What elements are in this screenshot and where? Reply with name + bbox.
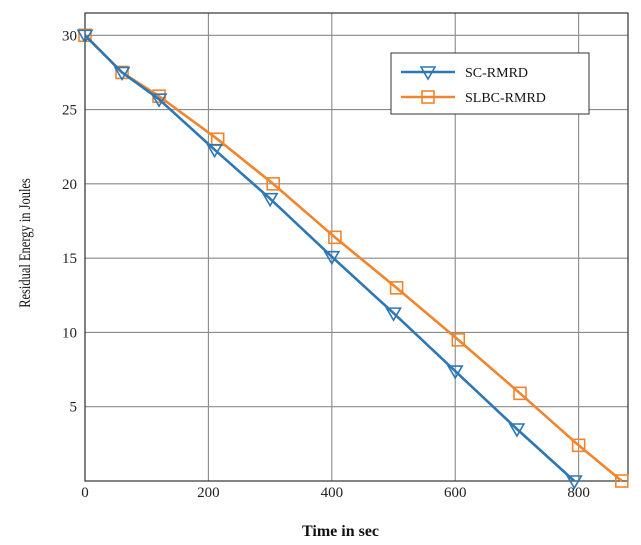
x-tick-label: 800 <box>567 485 590 501</box>
legend-label: SLBC-RMRD <box>465 91 546 106</box>
data-point <box>571 438 586 453</box>
y-tick-label: 15 <box>62 251 77 267</box>
data-point <box>451 333 466 347</box>
x-axis-label: Time in sec <box>302 523 379 540</box>
plot-frame <box>84 12 629 482</box>
series-line <box>84 34 623 483</box>
x-tick-label: 0 <box>81 485 89 501</box>
data-point <box>389 281 404 295</box>
legend-label: SC-RMRD <box>465 66 528 81</box>
data-point <box>328 230 342 245</box>
y-axis-label: Residual Energy in Joules <box>17 178 35 308</box>
series-sc-rmrd <box>76 29 583 490</box>
data-point <box>446 365 464 380</box>
y-tick-label: 10 <box>62 325 77 341</box>
y-tick-label: 25 <box>62 103 77 119</box>
data-point <box>385 307 402 322</box>
x-tick-label: 600 <box>444 485 467 501</box>
data-point <box>508 423 526 438</box>
y-tick-label: 30 <box>62 28 77 44</box>
data-point <box>323 250 341 266</box>
data-point <box>206 143 223 159</box>
tick-labels: 0 200 400 600 800 5 10 15 20 25 30 <box>62 28 590 501</box>
legend-marker <box>419 66 437 81</box>
legend-item: SLBC-RMRD <box>401 90 546 106</box>
data-point <box>113 66 131 82</box>
data-point <box>266 177 280 191</box>
legend-box <box>390 52 590 115</box>
legend-item: SC-RMRD <box>401 66 528 81</box>
legend: SC-RMRD SLBC-RMRD <box>390 52 590 115</box>
data-point <box>150 93 168 108</box>
legend-marker <box>421 90 435 104</box>
data-point <box>76 29 94 44</box>
series-line <box>84 34 576 482</box>
series-layer <box>76 28 629 490</box>
x-tick-label: 200 <box>197 485 220 501</box>
data-point <box>261 192 279 208</box>
data-point <box>565 475 583 490</box>
y-tick-label: 5 <box>70 400 78 416</box>
series-slbc-rmrd <box>78 28 629 488</box>
data-point <box>513 386 527 401</box>
x-tick-label: 400 <box>321 485 344 501</box>
data-point <box>615 474 629 488</box>
y-tick-label: 20 <box>62 177 77 193</box>
